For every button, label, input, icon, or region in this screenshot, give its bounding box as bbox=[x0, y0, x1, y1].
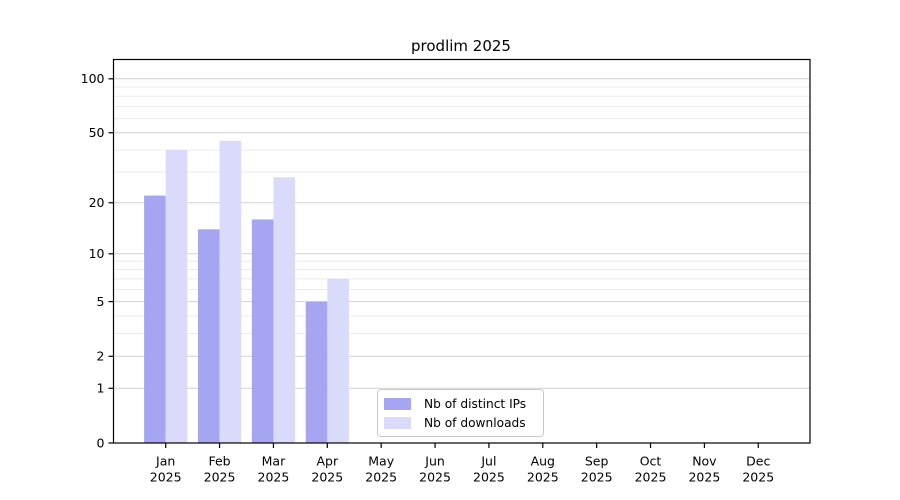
bar-nb-of-downloads-mar bbox=[273, 177, 296, 443]
x-tick-label-month-sep: Sep bbox=[585, 454, 609, 469]
legend-label-distinct-ips: Nb of distinct IPs bbox=[424, 396, 527, 411]
x-tick-label-month-dec: Dec bbox=[746, 454, 770, 469]
y-tick-label-0: 0 bbox=[97, 435, 105, 450]
x-tick-label-year-jun: 2025 bbox=[419, 470, 451, 485]
y-tick-label-5: 5 bbox=[97, 294, 105, 309]
bar-nb-of-distinct-ips-feb bbox=[197, 229, 220, 443]
legend-item-downloads: Nb of downloads bbox=[384, 414, 543, 434]
x-tick-label-month-jul: Jul bbox=[480, 454, 496, 469]
x-tick-label-month-jan: Jan bbox=[155, 454, 175, 469]
x-tick-label-year-aug: 2025 bbox=[527, 470, 559, 485]
legend-swatch-distinct-ips bbox=[384, 397, 411, 410]
x-tick-label-year-jul: 2025 bbox=[473, 470, 505, 485]
x-tick-label-year-nov: 2025 bbox=[688, 470, 720, 485]
y-tick-label-1: 1 bbox=[97, 381, 105, 396]
bar-nb-of-distinct-ips-apr bbox=[305, 301, 328, 443]
x-tick-label-month-oct: Oct bbox=[640, 454, 662, 469]
x-tick-label-year-sep: 2025 bbox=[581, 470, 613, 485]
y-tick-label-20: 20 bbox=[89, 195, 105, 210]
bar-nb-of-downloads-apr bbox=[327, 278, 349, 443]
x-tick-label-year-may: 2025 bbox=[365, 470, 397, 485]
legend-swatch-downloads bbox=[384, 417, 411, 430]
y-tick-label-10: 10 bbox=[89, 246, 105, 261]
x-tick-label-year-jan: 2025 bbox=[150, 470, 182, 485]
x-tick-label-month-apr: Apr bbox=[316, 454, 338, 469]
legend-item-distinct-ips: Nb of distinct IPs bbox=[384, 394, 543, 414]
x-tick-label-month-aug: Aug bbox=[531, 454, 555, 469]
y-tick-label-100: 100 bbox=[81, 71, 105, 86]
x-tick-label-year-apr: 2025 bbox=[311, 470, 343, 485]
legend-box: Nb of distinct IPs Nb of downloads bbox=[377, 389, 544, 437]
bar-nb-of-distinct-ips-jan bbox=[144, 195, 166, 443]
x-tick-label-month-feb: Feb bbox=[208, 454, 230, 469]
x-tick-label-year-mar: 2025 bbox=[258, 470, 290, 485]
legend-label-downloads: Nb of downloads bbox=[424, 416, 526, 431]
bar-nb-of-distinct-ips-mar bbox=[251, 219, 274, 443]
x-tick-label-year-dec: 2025 bbox=[742, 470, 774, 485]
x-tick-label-month-nov: Nov bbox=[692, 454, 717, 469]
bar-nb-of-downloads-jan bbox=[165, 149, 188, 443]
x-tick-label-year-oct: 2025 bbox=[635, 470, 667, 485]
x-tick-label-year-feb: 2025 bbox=[204, 470, 236, 485]
y-tick-label-50: 50 bbox=[89, 125, 105, 140]
x-tick-label-month-may: May bbox=[368, 454, 394, 469]
y-tick-label-2: 2 bbox=[97, 349, 105, 364]
plot-border bbox=[112, 58, 811, 444]
bar-nb-of-downloads-feb bbox=[219, 140, 242, 443]
chart-title: prodlim 2025 bbox=[411, 37, 511, 55]
x-tick-label-month-jun: Jun bbox=[424, 454, 445, 469]
x-tick-label-month-mar: Mar bbox=[262, 454, 286, 469]
